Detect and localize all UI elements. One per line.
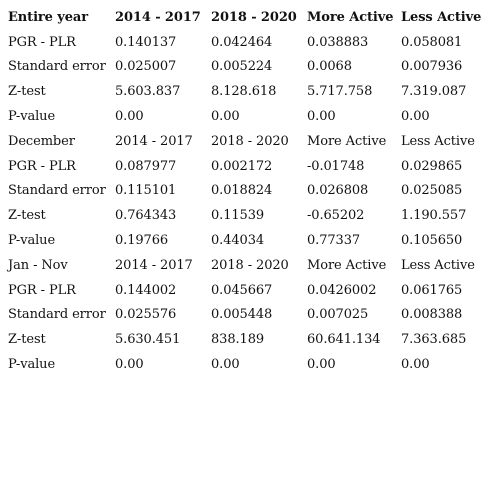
row-label: P-value	[8, 233, 56, 249]
table-cell: 0.087977	[115, 158, 177, 174]
table-row: Standard error 0.115101 0.018824 0.02680…	[8, 179, 483, 204]
table-cell: 0.00	[115, 357, 144, 373]
header-label: Entire year	[8, 9, 88, 25]
table-row: P-value 0.00 0.00 0.00 0.00	[8, 352, 483, 377]
results-table: Entire year 2014 - 2017 2018 - 2020 More…	[8, 5, 483, 377]
table-cell: 5.717.758	[307, 84, 373, 100]
column-header: Less Active	[401, 133, 475, 149]
table-cell: 0.00	[401, 357, 430, 373]
table-cell: 7.363.685	[401, 332, 467, 348]
column-header: 2014 - 2017	[115, 9, 201, 25]
column-header: 2018 - 2020	[211, 257, 289, 273]
table-cell: 7.319.087	[401, 84, 467, 100]
row-label: Standard error	[8, 307, 106, 323]
table-cell: 0.00	[307, 109, 336, 125]
row-label: PGR - PLR	[8, 34, 76, 50]
table-cell: 0.002172	[211, 158, 273, 174]
table-cell: 0.008388	[401, 307, 463, 323]
header-label: December	[8, 133, 75, 149]
table-cell: 0.007025	[307, 307, 369, 323]
column-header: More Active	[307, 9, 394, 25]
table-cell: 5.603.837	[115, 84, 181, 100]
table-cell: 0.115101	[115, 183, 177, 199]
column-header: More Active	[307, 133, 387, 149]
table-row: Standard error 0.025576 0.005448 0.00702…	[8, 303, 483, 328]
table-cell: 0.764343	[115, 208, 177, 224]
table-row: PGR - PLR 0.144002 0.045667 0.0426002 0.…	[8, 278, 483, 303]
table-cell: 0.00	[115, 109, 144, 125]
table-cell: 0.045667	[211, 282, 273, 298]
table-row: PGR - PLR 0.087977 0.002172 -0.01748 0.0…	[8, 154, 483, 179]
row-label: P-value	[8, 357, 56, 373]
column-header: 2014 - 2017	[115, 133, 193, 149]
column-header: More Active	[307, 257, 387, 273]
table-cell: 0.058081	[401, 34, 463, 50]
table-row: Z-test 0.764343 0.11539 -0.65202 1.190.5…	[8, 203, 483, 228]
table-row: Z-test 5.603.837 8.128.618 5.717.758 7.3…	[8, 79, 483, 104]
row-label: PGR - PLR	[8, 282, 76, 298]
table-cell: 0.19766	[115, 233, 169, 249]
row-label: Z-test	[8, 332, 46, 348]
column-header: Less Active	[401, 257, 475, 273]
table-cell: 0.025007	[115, 59, 177, 75]
table-row: P-value 0.00 0.00 0.00 0.00	[8, 104, 483, 129]
table-cell: 0.007936	[401, 59, 463, 75]
table-cell: 0.061765	[401, 282, 463, 298]
table-cell: 0.00	[307, 357, 336, 373]
column-header: 2014 - 2017	[115, 257, 193, 273]
row-label: Z-test	[8, 208, 46, 224]
section-header-entire-year: Entire year 2014 - 2017 2018 - 2020 More…	[8, 5, 483, 30]
row-label: PGR - PLR	[8, 158, 76, 174]
column-header: Less Active	[401, 9, 482, 25]
table-cell: 0.0068	[307, 59, 352, 75]
table-row: PGR - PLR 0.140137 0.042464 0.038883 0.0…	[8, 30, 483, 55]
table-cell: 0.140137	[115, 34, 177, 50]
row-label: Standard error	[8, 183, 106, 199]
table-cell: 0.029865	[401, 158, 463, 174]
section-header-jan-nov: Jan - Nov 2014 - 2017 2018 - 2020 More A…	[8, 253, 483, 278]
table-cell: 838.189	[211, 332, 265, 348]
table-cell: -0.01748	[307, 158, 365, 174]
table-cell: 0.026808	[307, 183, 369, 199]
column-header: 2018 - 2020	[211, 133, 289, 149]
section-header-december: December 2014 - 2017 2018 - 2020 More Ac…	[8, 129, 483, 154]
table-cell: -0.65202	[307, 208, 365, 224]
row-label: P-value	[8, 109, 56, 125]
table-cell: 0.042464	[211, 34, 273, 50]
table-cell: 0.44034	[211, 233, 265, 249]
column-header: 2018 - 2020	[211, 9, 297, 25]
table-cell: 0.025576	[115, 307, 177, 323]
table-cell: 5.630.451	[115, 332, 181, 348]
row-label: Z-test	[8, 84, 46, 100]
table-cell: 0.005224	[211, 59, 273, 75]
table-cell: 0.0426002	[307, 282, 377, 298]
table-cell: 1.190.557	[401, 208, 467, 224]
table-cell: 0.77337	[307, 233, 361, 249]
table-cell: 0.00	[401, 109, 430, 125]
table-cell: 0.11539	[211, 208, 265, 224]
table-row: Standard error 0.025007 0.005224 0.0068 …	[8, 55, 483, 80]
table-cell: 0.025085	[401, 183, 463, 199]
header-label: Jan - Nov	[8, 257, 68, 273]
table-cell: 0.144002	[115, 282, 177, 298]
table-cell: 0.005448	[211, 307, 273, 323]
table-cell: 0.038883	[307, 34, 369, 50]
table-cell: 0.018824	[211, 183, 273, 199]
table-row: P-value 0.19766 0.44034 0.77337 0.105650	[8, 228, 483, 253]
table-cell: 8.128.618	[211, 84, 277, 100]
table-cell: 0.00	[211, 357, 240, 373]
table-cell: 60.641.134	[307, 332, 381, 348]
row-label: Standard error	[8, 59, 106, 75]
table-cell: 0.105650	[401, 233, 463, 249]
table-cell: 0.00	[211, 109, 240, 125]
table-row: Z-test 5.630.451 838.189 60.641.134 7.36…	[8, 327, 483, 352]
